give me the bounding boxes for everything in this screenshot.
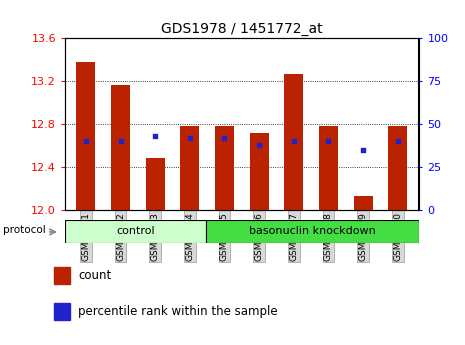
Bar xyxy=(180,126,199,210)
Point xyxy=(117,139,124,144)
Bar xyxy=(65,220,206,243)
Text: percentile rank within the sample: percentile rank within the sample xyxy=(78,305,278,318)
Point xyxy=(255,142,263,148)
Point xyxy=(394,139,401,144)
Text: protocol: protocol xyxy=(3,225,46,235)
Point xyxy=(359,147,367,153)
Point xyxy=(290,139,298,144)
Bar xyxy=(353,196,372,210)
Point xyxy=(152,134,159,139)
Text: basonuclin knockdown: basonuclin knockdown xyxy=(249,227,376,236)
Bar xyxy=(388,126,407,210)
Bar xyxy=(111,86,130,210)
Title: GDS1978 / 1451772_at: GDS1978 / 1451772_at xyxy=(161,21,323,36)
Bar xyxy=(146,158,165,210)
Text: control: control xyxy=(116,227,155,236)
Bar xyxy=(319,126,338,210)
Text: count: count xyxy=(78,269,112,282)
Point xyxy=(82,139,90,144)
Bar xyxy=(250,133,269,210)
Point xyxy=(186,135,193,141)
Point xyxy=(221,135,228,141)
Bar xyxy=(76,62,95,210)
Bar xyxy=(284,73,303,210)
Bar xyxy=(54,267,70,284)
Bar xyxy=(215,126,234,210)
Bar xyxy=(206,220,418,243)
Point xyxy=(325,139,332,144)
Bar xyxy=(54,303,70,320)
